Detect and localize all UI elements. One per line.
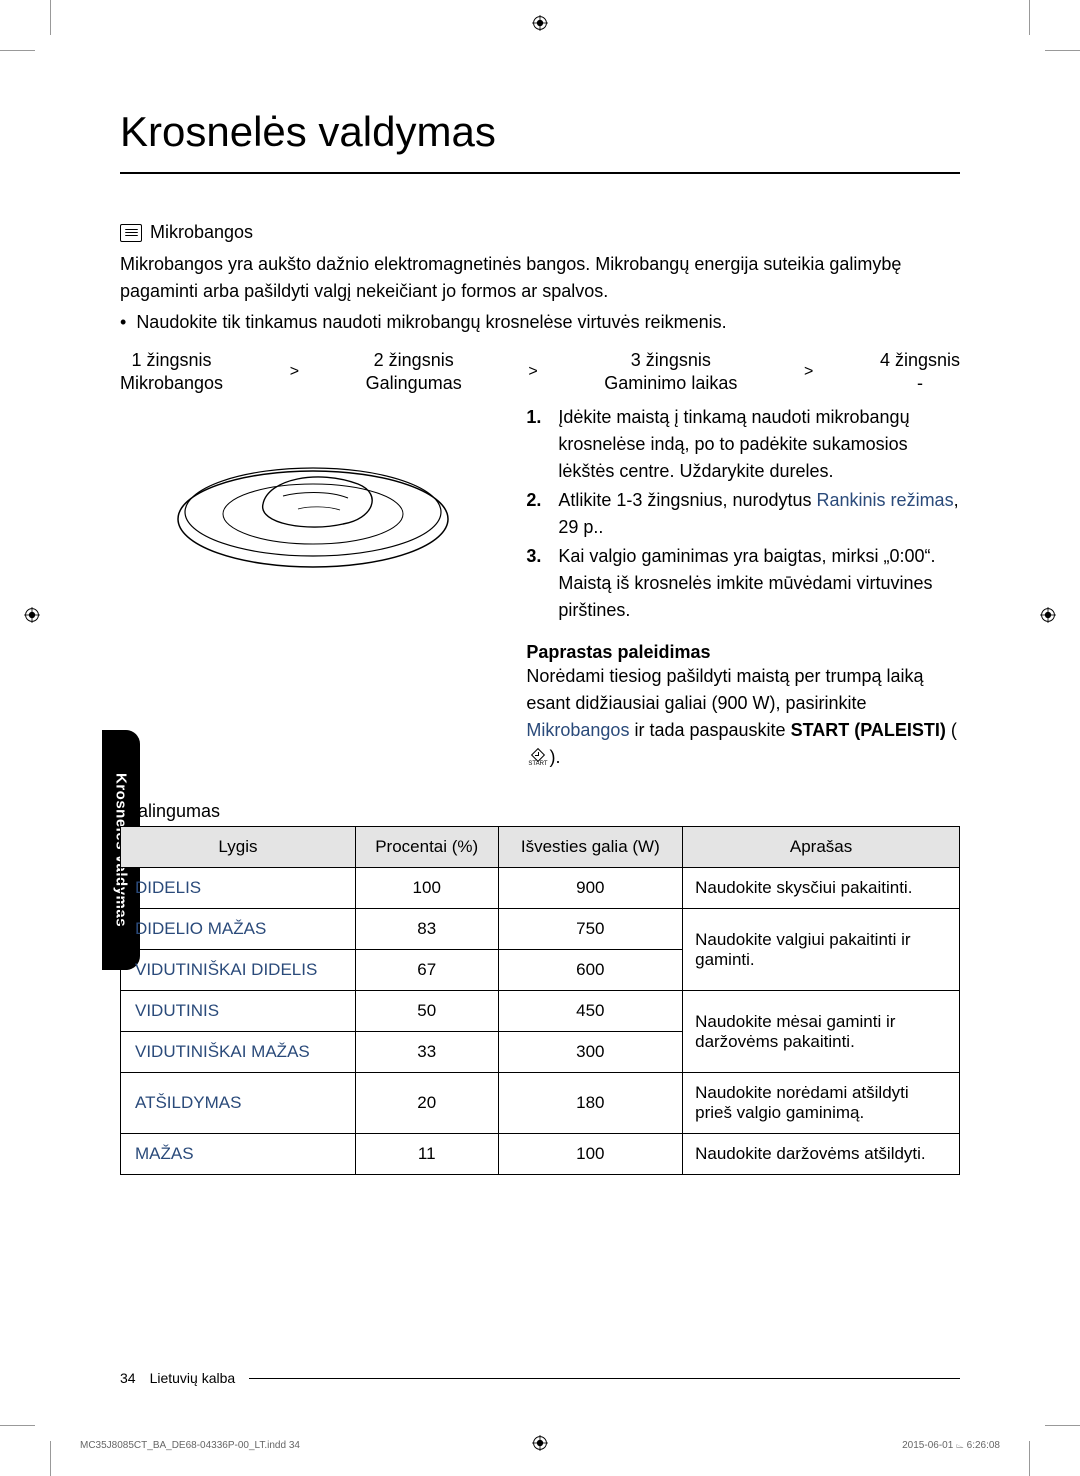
chevron-right-icon: > (804, 363, 813, 381)
simple-start-heading: Paprastas paleidimas (526, 642, 960, 663)
registration-mark-icon (1040, 607, 1056, 623)
section-heading: Mikrobangos (120, 222, 960, 243)
print-file: MC35J8085CT_BA_DE68-04336P-00_LT.indd 34 (80, 1440, 300, 1451)
intro-bullet: • Naudokite tik tinkamus naudoti mikroba… (120, 309, 960, 336)
page-title: Krosnelės valdymas (120, 108, 960, 174)
col-desc: Aprašas (683, 827, 960, 868)
steps-row: 1 žingsnis Mikrobangos > 2 žingsnis Gali… (120, 350, 960, 394)
table-header-row: Lygis Procentai (%) Išvesties galia (W) … (121, 827, 960, 868)
footer-language: Lietuvių kalba (150, 1370, 236, 1386)
step-3: 3 žingsnis Gaminimo laikas (604, 350, 737, 394)
registration-mark-icon (532, 15, 548, 31)
table-row: MAŽAS 11 100 Naudokite daržovėms atšildy… (121, 1134, 960, 1175)
chevron-right-icon: > (528, 363, 537, 381)
bullet-text: Naudokite tik tinkamus naudoti mikrobang… (136, 309, 726, 336)
col-level: Lygis (121, 827, 356, 868)
chevron-right-icon: > (290, 363, 299, 381)
print-date: 2015-06-01 ⌳ 6:26:08 (902, 1440, 1000, 1451)
print-metadata: MC35J8085CT_BA_DE68-04336P-00_LT.indd 34… (80, 1440, 1000, 1451)
bullet-marker: • (120, 309, 126, 336)
simple-start-text: Norėdami tiesiog pašildyti maistą per tr… (526, 663, 960, 771)
crop-mark (50, 0, 51, 35)
list-item: 3. Kai valgio gaminimas yra baigtas, mir… (526, 543, 960, 624)
crop-mark (1029, 0, 1030, 35)
crop-mark (50, 1441, 51, 1476)
table-row: DIDELIO MAŽAS 83 750 Naudokite valgiui p… (121, 909, 960, 950)
table-row: DIDELIS 100 900 Naudokite skysčiui pakai… (121, 868, 960, 909)
intro-paragraph: Mikrobangos yra aukšto dažnio elektromag… (120, 251, 960, 305)
crop-mark (0, 1425, 35, 1426)
section-label: Mikrobangos (150, 222, 253, 243)
page-footer: 34 Lietuvių kalba (120, 1370, 960, 1386)
plate-with-food-icon (168, 424, 458, 574)
microwave-icon (120, 224, 142, 242)
step-2: 2 žingsnis Galingumas (366, 350, 462, 394)
instruction-list: 1. Įdėkite maistą į tinkamą naudoti mikr… (526, 404, 960, 624)
col-watts: Išvesties galia (W) (498, 827, 683, 868)
table-row: VIDUTINIS 50 450 Naudokite mėsai gaminti… (121, 991, 960, 1032)
crop-mark (1045, 50, 1080, 51)
page-number: 34 (120, 1370, 136, 1386)
crop-mark (1045, 1425, 1080, 1426)
table-row: ATŠILDYMAS 20 180 Naudokite norėdami atš… (121, 1073, 960, 1134)
power-table-label: Galingumas (124, 801, 960, 822)
registration-mark-icon (24, 607, 40, 623)
power-levels-table: Lygis Procentai (%) Išvesties galia (W) … (120, 826, 960, 1175)
col-percent: Procentai (%) (355, 827, 498, 868)
step-4: 4 žingsnis - (880, 350, 960, 394)
list-item: 2. Atlikite 1-3 žingsnius, nurodytus Ran… (526, 487, 960, 541)
footer-rule (249, 1378, 960, 1379)
list-item: 1. Įdėkite maistą į tinkamą naudoti mikr… (526, 404, 960, 485)
crop-mark (0, 50, 35, 51)
crop-mark (1029, 1441, 1030, 1476)
start-button-icon: START (528, 750, 547, 767)
step-1: 1 žingsnis Mikrobangos (120, 350, 223, 394)
plate-illustration (120, 404, 506, 771)
